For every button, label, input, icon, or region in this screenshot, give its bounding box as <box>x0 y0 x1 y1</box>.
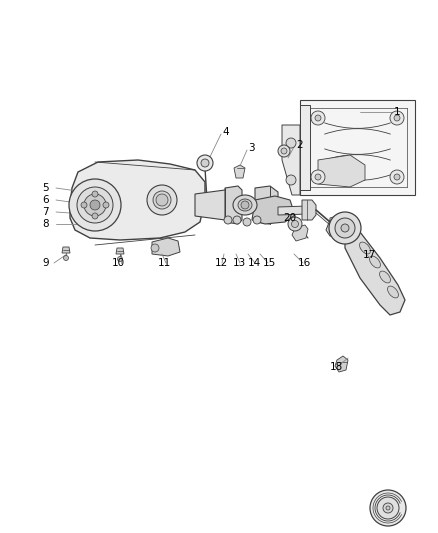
Circle shape <box>286 175 296 185</box>
Polygon shape <box>278 206 310 215</box>
Polygon shape <box>318 155 365 187</box>
Circle shape <box>311 170 325 184</box>
Text: 18: 18 <box>330 362 343 372</box>
Circle shape <box>281 148 287 154</box>
Polygon shape <box>335 356 348 372</box>
Polygon shape <box>300 105 310 190</box>
Circle shape <box>224 216 232 224</box>
Ellipse shape <box>233 195 257 215</box>
Text: 5: 5 <box>42 183 49 193</box>
Ellipse shape <box>370 256 381 268</box>
Circle shape <box>386 506 390 510</box>
Text: 17: 17 <box>363 250 376 260</box>
Circle shape <box>278 145 290 157</box>
Circle shape <box>197 155 213 171</box>
Polygon shape <box>74 189 88 200</box>
Text: 1: 1 <box>394 107 401 117</box>
Circle shape <box>241 201 249 209</box>
Ellipse shape <box>238 199 252 211</box>
Text: 9: 9 <box>42 258 49 268</box>
Circle shape <box>390 111 404 125</box>
Circle shape <box>315 174 321 180</box>
Text: 12: 12 <box>215 258 228 268</box>
Ellipse shape <box>147 185 177 215</box>
Text: 11: 11 <box>158 258 171 268</box>
Circle shape <box>370 490 406 526</box>
Polygon shape <box>292 225 308 241</box>
Polygon shape <box>62 247 70 253</box>
Polygon shape <box>152 238 180 256</box>
Text: 3: 3 <box>248 143 254 153</box>
Circle shape <box>64 255 68 261</box>
Polygon shape <box>78 198 96 213</box>
Circle shape <box>201 159 209 167</box>
Circle shape <box>311 111 325 125</box>
Text: 10: 10 <box>112 258 125 268</box>
Polygon shape <box>225 186 242 224</box>
Circle shape <box>292 221 299 228</box>
Circle shape <box>92 213 98 219</box>
Text: 13: 13 <box>233 258 246 268</box>
Polygon shape <box>300 100 415 195</box>
Circle shape <box>253 216 261 224</box>
Ellipse shape <box>360 242 371 254</box>
Circle shape <box>81 202 87 208</box>
Circle shape <box>156 194 168 206</box>
Ellipse shape <box>380 271 390 283</box>
Circle shape <box>117 256 123 262</box>
Text: 20: 20 <box>283 213 296 223</box>
Circle shape <box>151 244 159 252</box>
Circle shape <box>315 115 321 121</box>
Circle shape <box>92 191 98 197</box>
Circle shape <box>390 170 404 184</box>
Circle shape <box>329 212 361 244</box>
Polygon shape <box>255 186 278 224</box>
Polygon shape <box>234 165 245 178</box>
Text: 6: 6 <box>42 195 49 205</box>
Polygon shape <box>195 190 235 220</box>
Circle shape <box>394 115 400 121</box>
Text: 7: 7 <box>42 207 49 217</box>
Ellipse shape <box>69 179 121 231</box>
Circle shape <box>243 218 251 226</box>
Text: 15: 15 <box>263 258 276 268</box>
Circle shape <box>341 224 349 232</box>
Polygon shape <box>282 125 300 195</box>
Circle shape <box>377 497 399 519</box>
Ellipse shape <box>153 191 171 209</box>
Ellipse shape <box>77 187 113 223</box>
Circle shape <box>286 138 296 148</box>
Circle shape <box>90 200 100 210</box>
Circle shape <box>288 217 302 231</box>
Text: 14: 14 <box>248 258 261 268</box>
Circle shape <box>394 174 400 180</box>
Polygon shape <box>70 160 205 240</box>
Polygon shape <box>345 232 405 315</box>
Text: 4: 4 <box>222 127 229 137</box>
Text: 8: 8 <box>42 219 49 229</box>
Polygon shape <box>330 215 345 222</box>
Ellipse shape <box>84 194 106 216</box>
Circle shape <box>233 216 241 224</box>
Ellipse shape <box>388 286 399 298</box>
Circle shape <box>103 202 109 208</box>
Polygon shape <box>302 200 316 220</box>
Polygon shape <box>116 248 124 254</box>
Polygon shape <box>326 218 340 238</box>
Text: 16: 16 <box>298 258 311 268</box>
Circle shape <box>383 503 393 513</box>
Polygon shape <box>252 196 295 224</box>
Text: 2: 2 <box>296 140 303 150</box>
Circle shape <box>335 218 355 238</box>
